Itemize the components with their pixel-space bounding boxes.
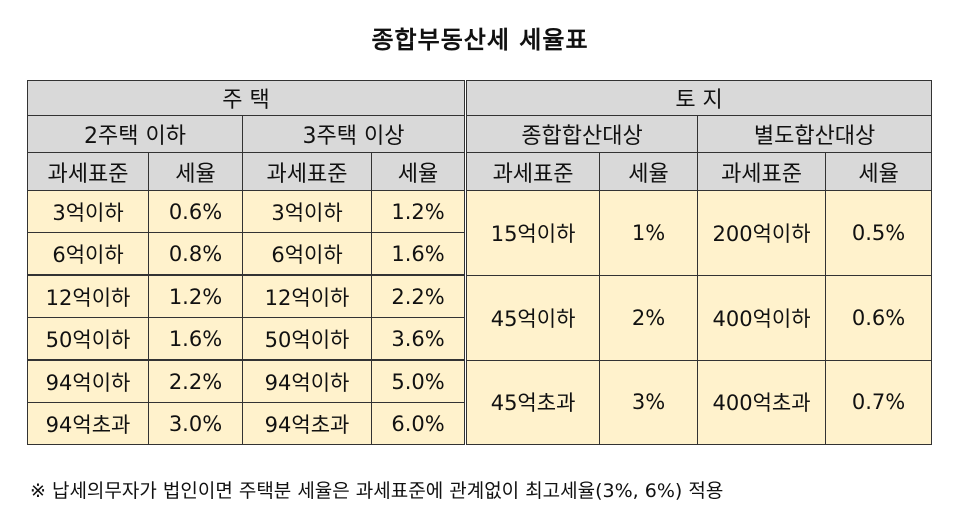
col-header-base: 과세표준 bbox=[465, 152, 601, 191]
table-row: 94억이하 2.2% 94억이하 5.0% 45억초과 3% 400억초과 0.… bbox=[27, 359, 933, 445]
housing-rate-cell: 1.2% bbox=[148, 274, 243, 318]
land-rate-cell: 0.5% bbox=[825, 190, 933, 276]
footnote: ※ 납세의무자가 법인이면 주택분 세율은 과세표준에 관계없이 최고세율(3%… bbox=[30, 480, 724, 502]
housing-base-cell: 3억이하 bbox=[27, 190, 149, 233]
land-rate-cell: 0.7% bbox=[825, 359, 933, 445]
col-header-rate: 세율 bbox=[370, 152, 468, 191]
land-rate-cell: 2% bbox=[599, 274, 699, 361]
housing-rate-cell: 0.8% bbox=[148, 232, 243, 276]
header-land: 토 지 bbox=[465, 80, 933, 116]
header-land-aggregate: 종합합산대상 bbox=[465, 115, 699, 153]
housing-rate-cell: 6.0% bbox=[370, 402, 468, 445]
housing-base-cell: 6억이하 bbox=[27, 232, 149, 276]
land-base-cell: 200억이하 bbox=[697, 190, 827, 276]
housing-base-cell: 6억이하 bbox=[242, 232, 372, 276]
header-land-separate: 별도합산대상 bbox=[697, 115, 933, 153]
land-base-cell: 400억이하 bbox=[697, 274, 827, 361]
housing-base-cell: 12억이하 bbox=[27, 274, 149, 318]
housing-base-cell: 50억이하 bbox=[242, 317, 372, 361]
housing-base-cell: 50억이하 bbox=[27, 317, 149, 361]
table-row: 3억이하 0.6% 3억이하 1.2% 15억이하 1% 200억이하 0.5% bbox=[27, 190, 933, 276]
housing-base-cell: 94억초과 bbox=[27, 402, 149, 445]
table-row: 12억이하 1.2% 12억이하 2.2% 45억이하 2% 400억이하 0.… bbox=[27, 274, 933, 361]
land-rate-cell: 3% bbox=[599, 359, 699, 445]
land-base-cell: 400억초과 bbox=[697, 359, 827, 445]
col-header-rate: 세율 bbox=[599, 152, 699, 191]
table-row: 6억이하 0.8% 6억이하 1.6% bbox=[27, 232, 932, 276]
housing-rate-cell: 0.6% bbox=[148, 190, 243, 233]
col-header-rate: 세율 bbox=[148, 152, 243, 191]
housing-base-cell: 12억이하 bbox=[242, 274, 372, 318]
land-base-cell: 45억이하 bbox=[465, 274, 601, 361]
table-row: 50억이하 1.6% 50억이하 3.6% bbox=[27, 317, 932, 361]
header-housing-two-or-less: 2주택 이하 bbox=[27, 115, 243, 153]
col-header-rate: 세율 bbox=[825, 152, 933, 191]
land-rate-cell: 1% bbox=[599, 190, 699, 276]
housing-base-cell: 3억이하 bbox=[242, 190, 372, 233]
housing-rate-cell: 2.2% bbox=[148, 359, 243, 403]
page-title: 종합부동산세 세율표 bbox=[371, 26, 589, 54]
housing-base-cell: 94억초과 bbox=[242, 402, 372, 445]
housing-rate-cell: 1.6% bbox=[370, 232, 468, 276]
housing-rate-cell: 3.6% bbox=[370, 317, 468, 361]
header-housing-three-or-more: 3주택 이상 bbox=[241, 115, 468, 153]
housing-rate-cell: 5.0% bbox=[370, 359, 468, 403]
table-row: 94억초과 3.0% 94억초과 6.0% bbox=[27, 402, 932, 445]
tax-rate-table: 주 택 토 지 2주택 이하 3주택 이상 종합합산대상 별도합산대상 과세표준… bbox=[26, 80, 933, 445]
col-header-base: 과세표준 bbox=[697, 152, 827, 191]
land-base-cell: 15억이하 bbox=[465, 190, 601, 276]
header-housing: 주 택 bbox=[26, 80, 468, 116]
land-base-cell: 45억초과 bbox=[465, 359, 601, 445]
housing-rate-cell: 2.2% bbox=[370, 274, 468, 318]
housing-base-cell: 94억이하 bbox=[242, 359, 372, 403]
housing-rate-cell: 3.0% bbox=[148, 402, 243, 445]
housing-rate-cell: 1.2% bbox=[370, 190, 468, 233]
housing-rate-cell: 1.6% bbox=[148, 317, 243, 361]
land-rate-cell: 0.6% bbox=[825, 274, 933, 361]
col-header-base: 과세표준 bbox=[242, 152, 372, 191]
housing-base-cell: 94억이하 bbox=[27, 359, 149, 403]
col-header-base: 과세표준 bbox=[27, 152, 149, 191]
